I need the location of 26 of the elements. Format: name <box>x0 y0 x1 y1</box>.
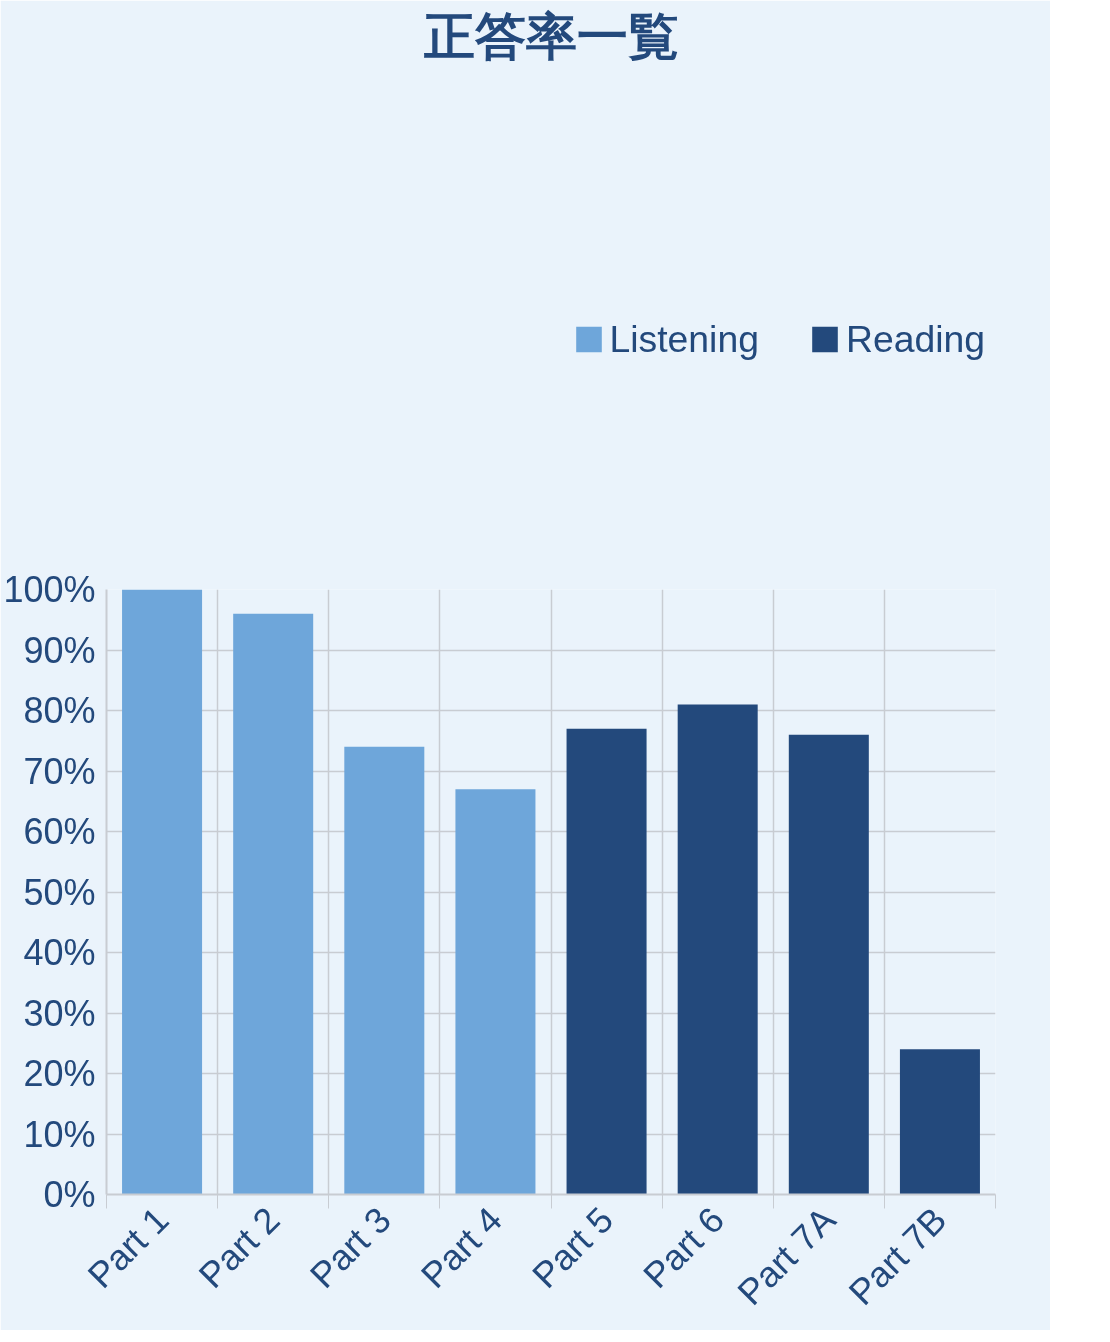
y-tick-label: 50% <box>23 871 96 913</box>
bar <box>233 613 314 1195</box>
y-tick-label: 90% <box>23 629 96 671</box>
y-tick-label: 100% <box>3 569 96 610</box>
bar <box>122 589 203 1195</box>
bar <box>899 1049 980 1195</box>
bar <box>788 734 869 1195</box>
bar <box>566 728 647 1195</box>
legend-label: Listening <box>609 317 759 361</box>
y-tick-label: 60% <box>23 811 96 852</box>
y-tick-label: 70% <box>23 750 96 792</box>
x-tick-label: Part 3 <box>301 1199 399 1296</box>
y-tick-label: 0% <box>43 1174 96 1215</box>
y-tick-label: 30% <box>23 992 96 1034</box>
x-tick-label: Part 4 <box>413 1199 510 1296</box>
x-tick-label: Part 2 <box>190 1199 288 1296</box>
bar <box>455 789 536 1195</box>
chart-title: 正答率一覧 <box>422 7 679 65</box>
bar <box>677 704 758 1195</box>
y-tick-label: 40% <box>23 932 96 973</box>
y-tick-label: 10% <box>23 1113 96 1155</box>
bar <box>344 746 425 1195</box>
y-tick-label: 80% <box>23 690 96 731</box>
legend-label: Reading <box>845 317 985 361</box>
x-tick-label: Part 5 <box>524 1199 622 1296</box>
y-tick-label: 20% <box>23 1053 96 1094</box>
